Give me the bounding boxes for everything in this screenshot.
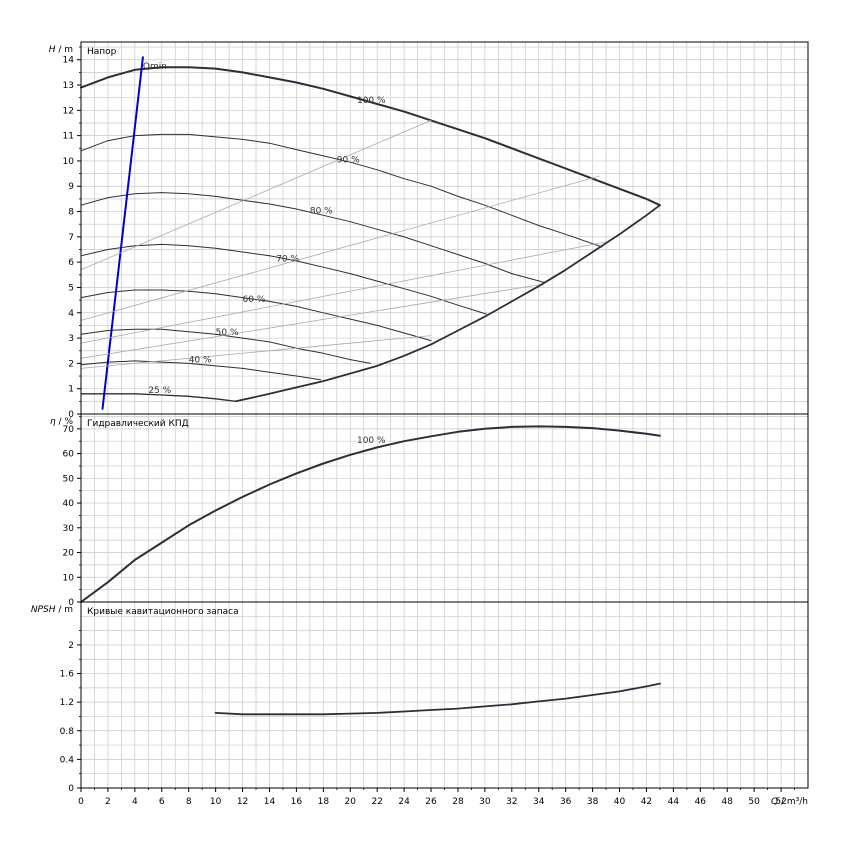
series-label-50: 50 % [216, 328, 239, 338]
series-label-90: 90 % [337, 156, 360, 166]
series-label-60: 60 % [243, 295, 266, 305]
y-tick-label: 14 [63, 56, 75, 66]
series-line-limit [234, 204, 661, 403]
series-label-100: 100 % [357, 96, 386, 106]
y-tick-label: 1.6 [60, 670, 75, 680]
series-label-qmin: Qmin [143, 62, 167, 72]
x-tick-label: 50 [748, 797, 760, 807]
series-label-100: 100 % [357, 436, 386, 446]
x-tick-label: 30 [479, 797, 491, 807]
x-tick-label: 24 [398, 797, 410, 807]
y-tick-label: 10 [63, 573, 75, 583]
y-tick-label: 3 [68, 334, 74, 344]
x-tick-label: 22 [371, 797, 382, 807]
x-tick-label: 12 [237, 797, 248, 807]
x-tick-label: 8 [186, 797, 192, 807]
series-line-25 [80, 393, 237, 402]
y-tick-label: 2 [68, 359, 74, 369]
y-tick-label: 0.4 [60, 755, 75, 765]
x-tick-label: 6 [159, 797, 165, 807]
y-axis-label: H / m [49, 45, 73, 55]
y-tick-label: 13 [63, 81, 74, 91]
y-tick-label: 9 [68, 182, 74, 192]
series-line-100 [80, 425, 661, 603]
x-axis-label: Q / m³/h [771, 797, 808, 807]
series-label-80: 80 % [310, 206, 333, 216]
y-tick-label: 1.2 [60, 698, 74, 708]
x-tick-label: 10 [210, 797, 222, 807]
y-tick-label: 4 [68, 309, 74, 319]
y-tick-label: 5 [68, 283, 74, 293]
series-line-50 [80, 328, 371, 364]
x-tick-label: 52 [775, 797, 786, 807]
x-tick-label: 14 [264, 797, 276, 807]
y-tick-label: 0.8 [60, 727, 75, 737]
x-tick-label: 44 [668, 797, 680, 807]
x-tick-label: 28 [452, 797, 464, 807]
y-axis-label: η / % [50, 417, 73, 427]
y-tick-label: 0 [68, 598, 74, 608]
y-tick-label: 12 [63, 106, 74, 116]
y-tick-label: 20 [63, 549, 75, 559]
x-tick-label: 42 [641, 797, 652, 807]
y-tick-label: 0 [68, 784, 74, 794]
series-label-25: 25 % [148, 386, 171, 396]
y-tick-label: 1 [68, 385, 74, 395]
series-line-iso2 [80, 175, 600, 321]
grid-layer [81, 42, 808, 788]
y-tick-label: 6 [68, 258, 74, 268]
y-tick-label: 60 [63, 450, 75, 460]
y-tick-label: 70 [63, 425, 75, 435]
series-line-90 [80, 133, 603, 248]
x-tick-label: 40 [614, 797, 626, 807]
x-tick-label: 36 [560, 797, 572, 807]
series-line-iso1 [80, 120, 432, 271]
x-tick-label: 38 [587, 797, 599, 807]
x-tick-label: 16 [291, 797, 303, 807]
y-tick-label: 30 [63, 524, 75, 534]
series-line-60 [80, 289, 432, 342]
series-label-70: 70 % [276, 254, 299, 264]
y-tick-label: 8 [68, 208, 74, 218]
y-tick-label: 50 [63, 474, 75, 484]
series-line-iso3 [80, 241, 607, 344]
x-tick-label: 46 [695, 797, 707, 807]
series-line-70 [80, 243, 487, 315]
series-line-iso5 [80, 335, 432, 369]
x-tick-label: 34 [533, 797, 545, 807]
series-line-40 [80, 360, 322, 381]
series-label-40: 40 % [189, 356, 212, 366]
series-line-iso4 [80, 284, 540, 359]
x-tick-label: 20 [345, 797, 357, 807]
series-line-qmin [101, 56, 144, 410]
y-axis-label: NPSH / m [31, 605, 73, 615]
y-tick-label: 10 [63, 157, 75, 167]
x-tick-label: 26 [425, 797, 437, 807]
y-tick-label: 0 [68, 410, 74, 420]
x-tick-label: 32 [506, 797, 517, 807]
x-tick-label: 2 [105, 797, 111, 807]
series-line-80 [80, 192, 545, 283]
y-tick-label: 7 [68, 233, 74, 243]
panel-title: Гидравлический КПД [87, 419, 189, 429]
panel-title: Кривые кавитационного запаса [87, 607, 239, 617]
x-tick-label: 48 [721, 797, 733, 807]
series-line-npsh [214, 682, 661, 716]
series-line-100 [80, 66, 661, 207]
x-tick-label: 0 [78, 797, 84, 807]
x-tick-label: 4 [132, 797, 138, 807]
x-tick-label: 18 [318, 797, 330, 807]
y-tick-label: 40 [63, 499, 75, 509]
frame-layer [77, 41, 809, 792]
y-tick-label: 2 [68, 641, 74, 651]
curve-layer [80, 56, 661, 716]
panel-title: Напор [87, 47, 117, 57]
y-tick-label: 11 [63, 132, 74, 142]
